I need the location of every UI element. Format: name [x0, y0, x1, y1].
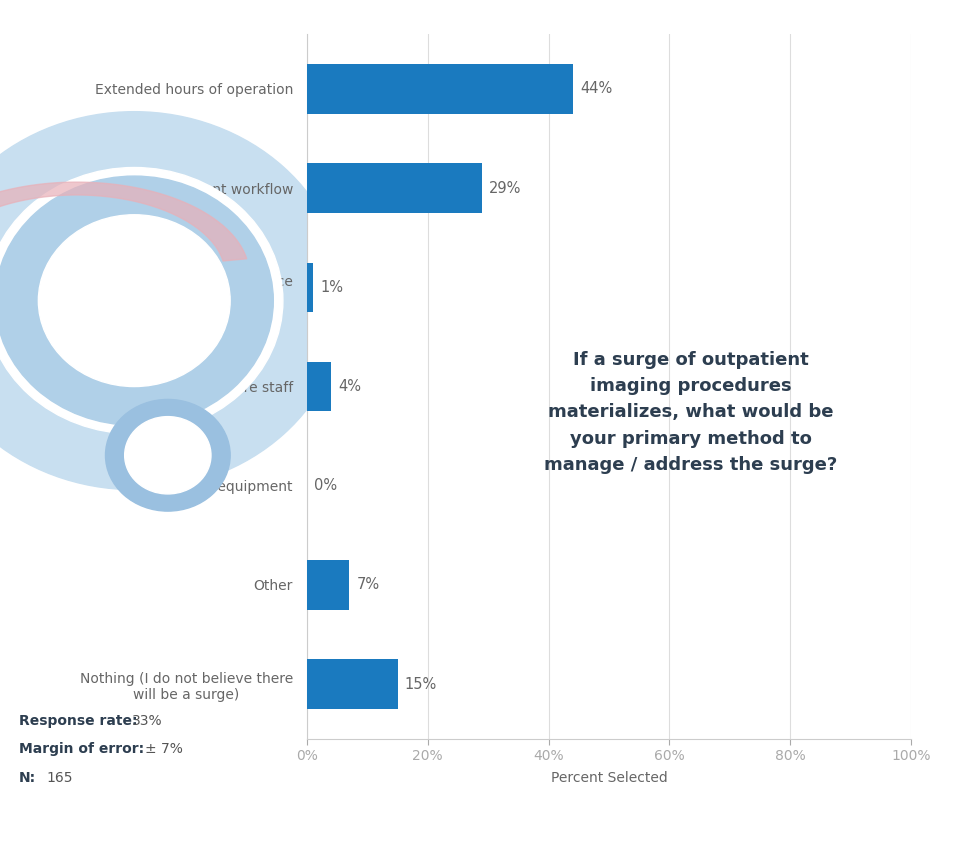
- Text: Response rate:: Response rate:: [19, 714, 138, 728]
- Bar: [307, 64, 573, 113]
- Text: 29%: 29%: [489, 180, 522, 196]
- Text: 1%: 1%: [320, 280, 343, 295]
- Text: 7%: 7%: [357, 577, 380, 593]
- Bar: [307, 560, 349, 610]
- Bar: [307, 660, 397, 709]
- Bar: [307, 263, 313, 312]
- Text: Margin of error:: Margin of error:: [19, 742, 144, 756]
- Text: ± 7%: ± 7%: [145, 742, 182, 756]
- Text: 4%: 4%: [339, 379, 362, 394]
- Bar: [307, 163, 482, 213]
- Text: 33%: 33%: [132, 714, 163, 728]
- Text: 44%: 44%: [580, 82, 612, 96]
- Text: 0%: 0%: [315, 478, 338, 493]
- X-axis label: Percent Selected: Percent Selected: [550, 771, 667, 785]
- Text: 15%: 15%: [405, 677, 437, 691]
- Text: If a surge of outpatient
imaging procedures
materializes, what would be
your pri: If a surge of outpatient imaging procedu…: [544, 350, 837, 474]
- Text: 165: 165: [46, 771, 73, 784]
- Bar: [307, 362, 331, 411]
- Text: N:: N:: [19, 771, 36, 784]
